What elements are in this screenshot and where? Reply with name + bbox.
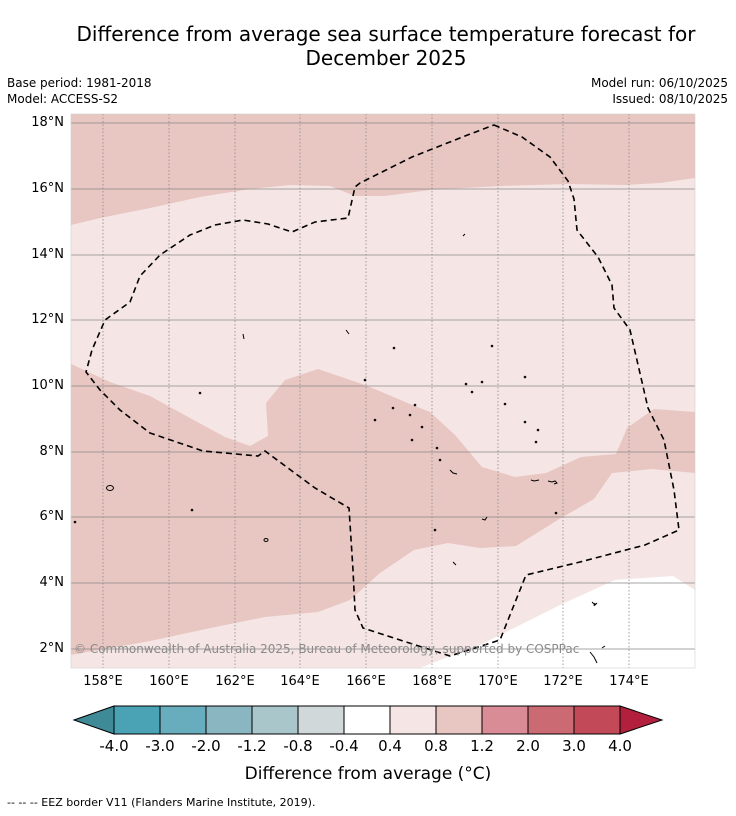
colorbar-tick: -3.0	[145, 737, 175, 755]
colorbar-extend-low	[72, 705, 115, 735]
colorbar-segment	[435, 705, 483, 735]
lon-label-174e: 174°E	[609, 674, 649, 689]
model-run: Model run: 06/10/2025	[590, 76, 728, 90]
copyright-notice: © Commonwealth of Australia 2025, Bureau…	[74, 642, 580, 656]
anomaly-zone-north	[71, 114, 695, 225]
chart-title-line2: December 2025	[305, 46, 467, 70]
lat-label-4n: 4°N	[39, 575, 65, 590]
anomaly-zone-near-average	[420, 576, 695, 668]
colorbar-extend-high	[619, 705, 664, 735]
colorbar-segment	[573, 705, 621, 735]
colorbar-segment	[343, 705, 391, 735]
meta-left: Base period: 1981-2018 Model: ACCESS-S2	[7, 75, 152, 107]
colorbar	[72, 705, 664, 735]
lat-label-12n: 12°N	[31, 312, 64, 327]
colorbar-tick: 0.8	[424, 737, 448, 755]
colorbar-segment	[251, 705, 299, 735]
lon-label-162e: 162°E	[215, 674, 255, 689]
colorbar-tick: -0.8	[283, 737, 313, 755]
colorbar-tick: 2.0	[516, 737, 540, 755]
lat-label-10n: 10°N	[31, 378, 64, 393]
colorbar-tick: 3.0	[562, 737, 586, 755]
colorbar-tick: 4.0	[608, 737, 632, 755]
colorbar-segment	[205, 705, 253, 735]
colorbar-label: Difference from average (°C)	[244, 764, 492, 784]
lon-label-164e: 164°E	[280, 674, 320, 689]
eez-legend: -- -- -- EEZ border V11 (Flanders Marine…	[7, 796, 316, 809]
lon-label-158e: 158°E	[83, 674, 123, 689]
lat-label-14n: 14°N	[31, 247, 64, 262]
map-area	[71, 114, 695, 668]
lon-label-166e: 166°E	[346, 674, 386, 689]
chart-title: Difference from average sea surface temp…	[40, 22, 732, 70]
model-name: Model: ACCESS-S2	[7, 92, 119, 106]
base-period: Base period: 1981-2018	[7, 76, 152, 90]
colorbar-segment	[527, 705, 575, 735]
colorbar-tick: 0.4	[378, 737, 402, 755]
colorbar-tick: -0.4	[329, 737, 359, 755]
lat-label-16n: 16°N	[31, 181, 64, 196]
anomaly-zone-south	[71, 364, 695, 655]
map-frame	[70, 113, 696, 669]
lat-label-6n: 6°N	[39, 509, 65, 524]
colorbar-segment	[481, 705, 529, 735]
lon-label-160e: 160°E	[149, 674, 189, 689]
islands	[73, 233, 606, 664]
colorbar-segment	[113, 705, 161, 735]
colorbar-tick: -1.2	[237, 737, 267, 755]
lat-label-8n: 8°N	[39, 444, 65, 459]
chart-title-line1: Difference from average sea surface temp…	[76, 22, 696, 46]
colorbar-tick: -2.0	[191, 737, 221, 755]
lon-label-170e: 170°E	[478, 674, 518, 689]
colorbar-segment	[389, 705, 437, 735]
colorbar-segment	[297, 705, 345, 735]
meta-right: Model run: 06/10/2025 Issued: 08/10/2025	[591, 75, 728, 107]
eez-border	[85, 124, 680, 657]
colorbar-tick: -4.0	[99, 737, 129, 755]
lat-label-18n: 18°N	[31, 115, 64, 130]
colorbar-segment	[159, 705, 207, 735]
issued-date: Issued: 08/10/2025	[612, 92, 728, 106]
graticule	[71, 114, 695, 668]
colorbar-tick: 1.2	[470, 737, 494, 755]
lon-label-168e: 168°E	[412, 674, 452, 689]
lon-label-172e: 172°E	[543, 674, 583, 689]
lat-label-2n: 2°N	[39, 641, 65, 656]
